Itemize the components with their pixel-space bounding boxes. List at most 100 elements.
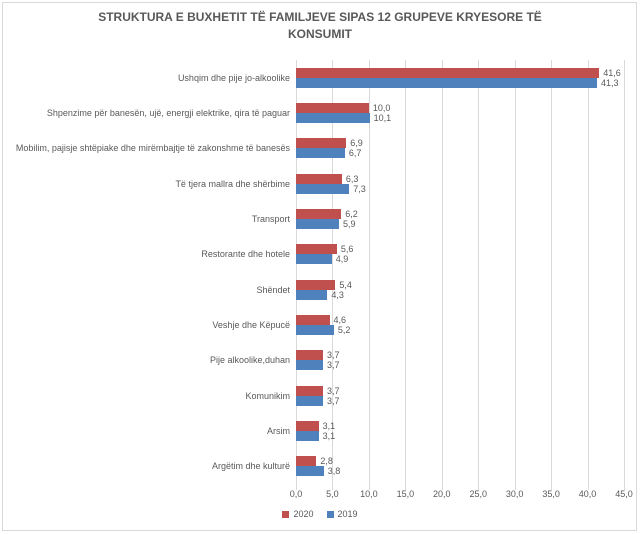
value-label-2019: 5,2: [337, 324, 351, 335]
category-label: Argëtim dhe kulturë: [211, 461, 290, 472]
gridline: [551, 60, 553, 484]
bar-2019: [296, 289, 328, 300]
value-label-2019: 7,3: [353, 183, 366, 194]
value-label-2019: 10,1: [373, 112, 392, 123]
bar-2019: [296, 112, 370, 123]
x-tick-label: 35,0: [542, 489, 560, 499]
bar-2020: [296, 385, 323, 396]
value-label-2019: 3,8: [327, 466, 341, 477]
axis-tick: [441, 484, 443, 490]
bar-group: 6,9 6,7: [296, 131, 624, 166]
bar-group: 3,7 3,7: [296, 378, 624, 413]
value-label-2020: 10,0: [372, 102, 391, 113]
bar-group: 3,1 3,1: [296, 413, 624, 448]
bar-group: 5,6 4,9: [296, 237, 624, 272]
bar-2019: [296, 148, 345, 159]
gridline: [368, 60, 370, 484]
axis-tick: [296, 484, 297, 490]
category-label: Veshje dhe Këpucë: [212, 319, 290, 330]
value-label-2019: 3,7: [326, 360, 340, 371]
value-label-2020: 3,1: [322, 420, 336, 431]
legend-swatch-2020: [282, 510, 290, 518]
bar-2020: [296, 138, 347, 149]
bar-2020: [296, 244, 337, 255]
x-tick-label: 0,0: [289, 489, 303, 499]
gridline: [441, 60, 443, 484]
bar-2020: [296, 314, 330, 325]
x-tick-label: 45,0: [615, 489, 633, 499]
value-label-2019: 3,1: [322, 430, 336, 441]
x-tick-label: 40,0: [578, 489, 597, 499]
value-label-2019: 5,9: [343, 218, 356, 229]
bar-2020: [296, 102, 369, 113]
gridline: [624, 60, 625, 484]
gridline: [514, 60, 516, 484]
bar-group: 5,4 4,3: [296, 272, 624, 307]
gridline: [332, 60, 334, 484]
bar-2019: [296, 218, 339, 229]
category-label: Komunikim: [245, 390, 290, 401]
category-label: Pije alkoolike,duhan: [209, 355, 290, 366]
gridline: [587, 60, 589, 484]
category-label: Transport: [251, 213, 290, 224]
gridline: [478, 60, 480, 484]
value-label-2020: 6,3: [345, 173, 359, 184]
gridline: [405, 60, 407, 484]
bar-2019: [296, 360, 323, 371]
axis-tick: [587, 484, 589, 490]
value-label-2020: 5,6: [340, 244, 354, 255]
x-tick-label: 5,0: [326, 489, 339, 499]
category-label: Mobilim, pajisje shtëpiake dhe mirëmbajt…: [15, 143, 290, 154]
bar-2020: [296, 67, 600, 78]
bar-2020: [296, 456, 317, 467]
chart-title: STRUKTURA E BUXHETIT TË FAMILJEVE SIPAS …: [0, 9, 640, 43]
axis-tick: [478, 484, 480, 490]
axis-tick: [332, 484, 334, 490]
legend-label-2019: 2019: [337, 509, 358, 519]
value-label-2019: 4,9: [335, 254, 349, 265]
category-label: Ushqim dhe pije jo-alkoolike: [177, 72, 290, 83]
value-label-2019: 41,3: [601, 77, 619, 88]
bar-2019: [296, 254, 332, 265]
x-tick-label: 25,0: [469, 489, 487, 499]
bar-2019: [296, 466, 324, 477]
value-label-2020: 41,6: [603, 67, 621, 78]
bar-2019: [296, 430, 319, 441]
gridline: [296, 60, 297, 484]
bar-2019: [296, 395, 323, 406]
bar-2020: [296, 279, 336, 290]
axis-tick: [551, 484, 553, 490]
bar-group: 4,6 5,2: [296, 307, 624, 342]
bar-group: 41,6 41,3: [296, 60, 624, 95]
category-label: Restorante dhe hotele: [201, 249, 290, 260]
category-label: Shpenzime për banesën, ujë, energji elek…: [46, 107, 290, 118]
bar-group: 6,2 5,9: [296, 201, 624, 236]
value-label-2020: 3,7: [326, 385, 340, 396]
x-tick-label: 10,0: [360, 489, 378, 499]
value-label-2019: 3,7: [326, 395, 340, 406]
value-label-2020: 6,2: [345, 208, 358, 219]
x-tick-label: 15,0: [396, 489, 415, 499]
bar-2019: [296, 183, 350, 194]
x-tick-label: 20,0: [433, 489, 451, 499]
bar-2019: [296, 324, 334, 335]
value-label-2020: 5,4: [339, 279, 352, 290]
value-label-2020: 4,6: [333, 314, 347, 325]
legend: 2020 2019: [0, 509, 640, 519]
bar-2020: [296, 350, 323, 361]
value-label-2020: 3,7: [326, 350, 340, 361]
legend-entry-2020: 2020: [282, 509, 314, 519]
bar-group: 3,7 3,7: [296, 343, 624, 378]
legend-label-2020: 2020: [293, 509, 314, 519]
bar-group: 2,8 3,8: [296, 449, 624, 484]
value-label-2020: 6,9: [350, 138, 363, 149]
bar-2019: [296, 77, 598, 88]
bar-group: 6,3 7,3: [296, 166, 624, 201]
bar-group: 10,0 10,1: [296, 95, 624, 130]
value-label-2019: 4,3: [331, 289, 344, 300]
x-tick-label: 30,0: [505, 489, 524, 499]
value-label-2019: 6,7: [348, 148, 362, 159]
legend-swatch-2019: [326, 510, 334, 518]
axis-tick: [624, 484, 625, 490]
